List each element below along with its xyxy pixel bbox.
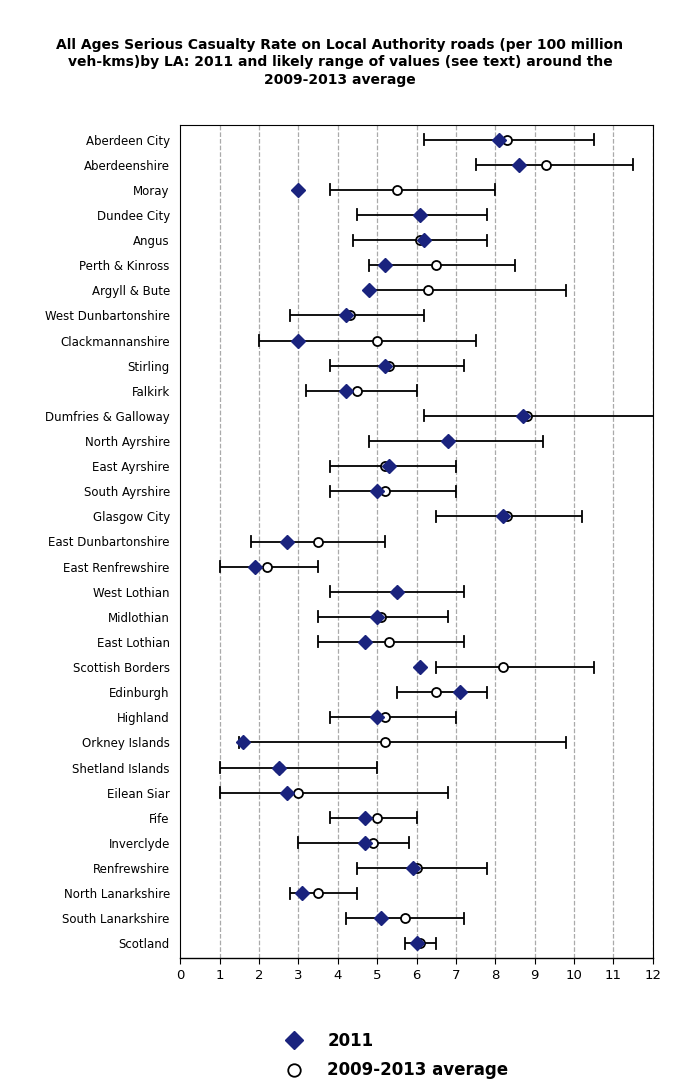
Text: All Ages Serious Casualty Rate on Local Authority roads (per 100 million
veh-kms: All Ages Serious Casualty Rate on Local … — [56, 38, 624, 87]
Legend: 2011, 2009-2013 average: 2011, 2009-2013 average — [277, 1032, 509, 1080]
